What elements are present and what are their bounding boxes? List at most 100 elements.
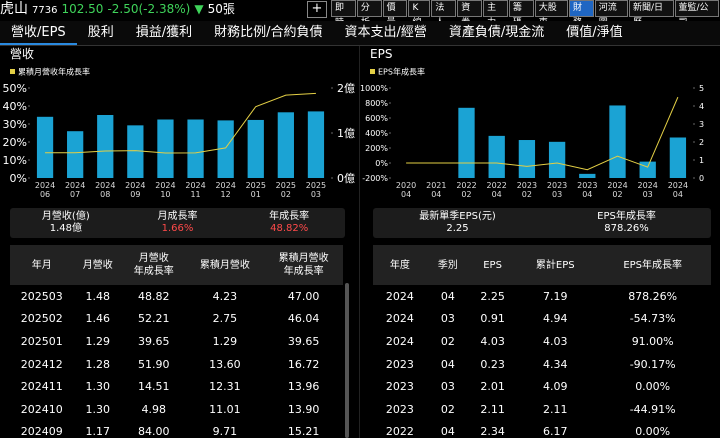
- summary-label: 月成長率: [157, 211, 198, 222]
- tool-button[interactable]: K線: [408, 0, 431, 28]
- tab[interactable]: 價值/淨值: [566, 25, 623, 40]
- tool-button[interactable]: 主力: [483, 0, 508, 28]
- tab[interactable]: 損益/獲利: [135, 25, 193, 40]
- table-cell: 1.30: [85, 402, 111, 416]
- y-tick-label: 0億: [337, 172, 355, 185]
- legend-label: EPS年成長率: [378, 67, 425, 77]
- x-tick-label: 2024 09: [125, 181, 146, 199]
- table-cell: 2.11: [480, 402, 505, 416]
- bar: [36, 116, 54, 178]
- tab[interactable]: 股利: [87, 25, 114, 40]
- table-cell: 2.34: [480, 425, 505, 438]
- tool-button[interactable]: 新聞/日曆: [629, 0, 674, 28]
- y-tick-label: -200%: [362, 174, 388, 183]
- line: [406, 96, 679, 171]
- table-row: 2023 03 2.01 4.09 0.00%: [373, 375, 711, 398]
- bar: [548, 141, 566, 178]
- x-tick-label: 2024 08: [95, 181, 116, 199]
- bar: [458, 107, 475, 178]
- table-cell: 03: [440, 380, 455, 394]
- x-tick-label: 2023 02: [516, 181, 538, 199]
- table-cell: 9.71: [212, 425, 238, 438]
- y-tick-label: 800%: [365, 99, 388, 108]
- summary-cell: 年成長率 48.82%: [233, 208, 345, 238]
- x-tick-label: 2022 04: [486, 181, 507, 199]
- x-tick-label: 2024 10: [155, 181, 176, 199]
- x-tick-label: 2025 02: [275, 181, 297, 199]
- table-cell: 202409: [20, 425, 63, 438]
- eps-table: 年度 季別 EPS 累計EPS EPS年成長率 2024 04 2.25 7.19 878.26%…: [373, 245, 711, 438]
- tool-button[interactable]: 財務: [568, 0, 594, 28]
- column-header: 月營收 年成長率: [121, 245, 186, 285]
- scrollbar[interactable]: [345, 283, 349, 438]
- table-cell: 7.19: [542, 289, 568, 303]
- add-button[interactable]: +: [307, 1, 327, 18]
- x-tick-label: 2023 03: [546, 181, 568, 199]
- tab[interactable]: 營收/EPS: [0, 21, 77, 45]
- table-cell: 14.51: [138, 380, 170, 394]
- summary-value: 48.82%: [270, 223, 309, 234]
- table-row: 2024 03 0.91 4.94 -54.73%: [373, 308, 711, 331]
- tab[interactable]: 財務比例/合約負債: [214, 25, 323, 40]
- tool-button[interactable]: 分析: [356, 0, 382, 28]
- stock-name: 虎山: [0, 1, 28, 17]
- table-cell: -54.73%: [629, 312, 676, 326]
- y-tick-label: 4: [699, 102, 704, 111]
- table-cell: 0.00%: [635, 380, 671, 394]
- table-cell: 202501: [20, 334, 63, 348]
- chart-title: EPS: [370, 47, 392, 61]
- table-row: 202409 1.17 84.00 9.71 15.21: [10, 421, 343, 438]
- tool-button[interactable]: 大股東: [534, 0, 568, 28]
- y-tick-label: 400%: [365, 129, 388, 138]
- tool-button[interactable]: 資券: [457, 0, 483, 28]
- table-row: 2022 04 2.34 6.17 0.00%: [373, 421, 711, 438]
- x-tick-label: 2021 04: [426, 181, 447, 199]
- table-cell: 878.26%: [628, 289, 678, 303]
- table-cell: 1.17: [85, 425, 111, 438]
- table-row: 2023 02 2.11 2.11 -44.91%: [373, 398, 711, 421]
- x-tick-label: 2024 02: [607, 181, 628, 199]
- table-cell: 48.82: [138, 289, 170, 303]
- table-cell: 47.00: [287, 289, 320, 303]
- tab[interactable]: 資產負債/現金流: [448, 25, 545, 40]
- eps-summary: 最新單季EPS(元) 2.25 EPS年成長率 878.26%: [373, 208, 711, 238]
- table-cell: 46.04: [287, 312, 320, 326]
- change: -2.50(-2.38%): [107, 2, 191, 16]
- header-row: 年月 月營收 月營收 年成長率 累積月營收 累積月營收 年成長率: [10, 245, 343, 285]
- table-cell: 84.00: [138, 425, 170, 438]
- table-cell: 0.91: [480, 312, 505, 326]
- tool-button[interactable]: 河流圖: [594, 0, 629, 28]
- revenue-table: 年月 月營收 月營收 年成長率 累積月營收 累積月營收 年成長率 202503 1.48 48…: [10, 245, 343, 438]
- table-cell: 4.09: [542, 380, 568, 394]
- column-header: 年月: [10, 245, 74, 285]
- tool-button[interactable]: 法人: [431, 0, 457, 28]
- bar: [609, 105, 626, 178]
- table-cell: 15.21: [287, 425, 320, 438]
- tool-button[interactable]: 籌碼: [508, 0, 534, 28]
- y-tick-label: 3: [699, 120, 704, 129]
- x-tick-label: 2020 04: [395, 181, 417, 199]
- tool-button[interactable]: 即時: [331, 0, 356, 28]
- bar: [217, 120, 234, 178]
- table-cell: 2.01: [480, 380, 505, 394]
- table-row: 2023 04 0.23 4.34 -90.17%: [373, 353, 711, 376]
- table-cell: 202412: [20, 357, 63, 371]
- column-header: 累積月營收 年成長率: [264, 245, 343, 285]
- table-cell: 2023: [385, 357, 414, 371]
- tool-button[interactable]: 價量: [382, 0, 408, 28]
- table-row: 2024 04 2.25 7.19 878.26%: [373, 285, 711, 308]
- table-cell: 4.03: [480, 334, 505, 348]
- tool-button[interactable]: 董監/公司: [674, 0, 719, 28]
- y-tick-label: 10%: [3, 154, 27, 167]
- table: 年度 季別 EPS 累計EPS EPS年成長率 2024 04 2.25 7.19 878.26%…: [373, 245, 711, 438]
- tab[interactable]: 資本支出/經營: [344, 25, 427, 40]
- table-cell: 202503: [20, 289, 63, 303]
- summary-label: 月營收(億): [41, 211, 90, 222]
- legend-swatch: [370, 69, 375, 74]
- summary-label: 年成長率: [269, 211, 310, 222]
- price: 102.50: [61, 2, 104, 16]
- table-cell: 2023: [385, 402, 414, 416]
- bar: [488, 135, 505, 178]
